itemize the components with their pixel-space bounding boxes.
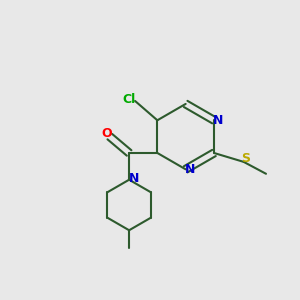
Text: Cl: Cl: [122, 93, 136, 106]
Text: N: N: [128, 172, 139, 185]
Text: S: S: [241, 152, 250, 164]
Text: N: N: [213, 114, 224, 127]
Text: N: N: [185, 163, 195, 176]
Text: O: O: [101, 127, 112, 140]
